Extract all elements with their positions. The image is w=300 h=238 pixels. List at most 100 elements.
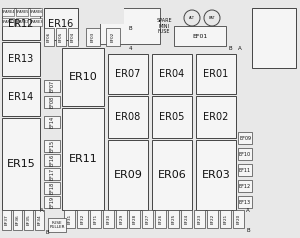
Bar <box>168 210 179 228</box>
Bar <box>68 28 78 46</box>
Text: EF35: EF35 <box>26 215 31 225</box>
Bar <box>238 196 252 208</box>
Bar <box>44 168 60 180</box>
Bar <box>2 42 40 76</box>
Text: ER13: ER13 <box>8 54 34 64</box>
Text: EF29: EF29 <box>119 214 124 224</box>
Text: EF10: EF10 <box>239 152 251 157</box>
Text: ER06: ER06 <box>158 170 186 180</box>
Text: BAT: BAT <box>209 16 215 20</box>
Text: EF21: EF21 <box>224 214 227 224</box>
Text: EF06: EF06 <box>47 32 51 42</box>
Bar <box>116 210 127 228</box>
Text: EF11: EF11 <box>239 168 251 173</box>
Text: ER08: ER08 <box>116 112 141 122</box>
Text: EF08: EF08 <box>50 96 55 108</box>
Bar <box>108 96 148 138</box>
Bar <box>77 210 88 228</box>
Text: EF30: EF30 <box>106 214 110 224</box>
Text: EF04: EF04 <box>71 32 75 42</box>
Bar <box>106 28 120 46</box>
Text: SPARE3: SPARE3 <box>29 20 43 24</box>
Bar <box>252 60 296 208</box>
Text: SPARE4: SPARE4 <box>1 10 15 14</box>
Bar <box>2 8 40 40</box>
Text: EF71: EF71 <box>94 214 98 224</box>
Bar <box>44 80 60 92</box>
Bar <box>30 8 42 16</box>
Text: ER05: ER05 <box>159 112 185 122</box>
Text: EF05: EF05 <box>59 32 63 42</box>
Text: EF14: EF14 <box>50 116 55 128</box>
Bar <box>30 18 42 26</box>
Text: SPARE
MINI
FUSE: SPARE MINI FUSE <box>156 18 172 34</box>
Text: EF24: EF24 <box>184 214 188 224</box>
Text: ER03: ER03 <box>202 170 230 180</box>
Bar <box>238 148 252 160</box>
Bar <box>2 210 11 230</box>
Bar <box>44 28 54 46</box>
Text: 4: 4 <box>128 45 132 50</box>
Bar <box>238 132 252 144</box>
Text: ER04: ER04 <box>159 69 184 79</box>
Text: EF16: EF16 <box>50 154 55 166</box>
Bar <box>86 28 100 46</box>
Text: EF01: EF01 <box>192 34 208 39</box>
Bar <box>152 140 192 210</box>
Text: ER16: ER16 <box>48 19 74 29</box>
Bar <box>233 210 244 228</box>
Bar <box>100 8 124 24</box>
Text: EF25: EF25 <box>172 214 176 224</box>
Text: EF07: EF07 <box>50 80 55 92</box>
Bar <box>44 154 60 166</box>
Text: EF28: EF28 <box>133 214 136 224</box>
Bar <box>44 96 60 108</box>
Text: SPARE5: SPARE5 <box>15 10 29 14</box>
Bar <box>24 210 33 230</box>
Bar <box>44 116 60 128</box>
Text: ER10: ER10 <box>69 72 98 82</box>
Bar <box>152 96 192 138</box>
Bar <box>44 182 60 194</box>
Bar <box>103 210 114 228</box>
Bar <box>90 210 101 228</box>
Bar <box>62 108 104 210</box>
Text: FUSE
PULLER: FUSE PULLER <box>49 221 65 229</box>
Text: EF18: EF18 <box>50 182 55 194</box>
Text: ER02: ER02 <box>203 112 229 122</box>
Text: EF36: EF36 <box>16 215 20 225</box>
Text: EF34: EF34 <box>38 215 41 225</box>
Bar <box>13 210 22 230</box>
Bar <box>62 48 104 106</box>
Bar <box>16 8 28 16</box>
Bar <box>108 140 148 210</box>
Text: EF27: EF27 <box>146 214 149 224</box>
Text: A: A <box>246 208 250 213</box>
Bar <box>44 196 60 208</box>
Text: ER14: ER14 <box>8 92 34 102</box>
Text: A: A <box>40 208 44 213</box>
Text: ER11: ER11 <box>69 154 98 164</box>
Text: SPARE2: SPARE2 <box>15 20 29 24</box>
Bar <box>2 18 14 26</box>
Bar <box>252 8 296 68</box>
Text: B: B <box>45 229 49 234</box>
Bar <box>152 54 192 94</box>
Bar <box>238 164 252 176</box>
Bar <box>181 210 192 228</box>
Bar <box>48 218 66 232</box>
Text: EF02: EF02 <box>111 32 115 42</box>
Bar <box>238 180 252 192</box>
Text: SPARE1: SPARE1 <box>1 20 15 24</box>
Bar <box>2 78 40 116</box>
Bar <box>2 8 14 16</box>
Text: SPARE6: SPARE6 <box>29 10 43 14</box>
Bar <box>108 54 148 94</box>
Bar <box>220 210 231 228</box>
Text: ER07: ER07 <box>115 69 141 79</box>
Bar <box>44 8 78 40</box>
Bar <box>196 140 236 210</box>
Bar <box>142 210 153 228</box>
Bar <box>129 210 140 228</box>
Bar <box>2 118 40 210</box>
